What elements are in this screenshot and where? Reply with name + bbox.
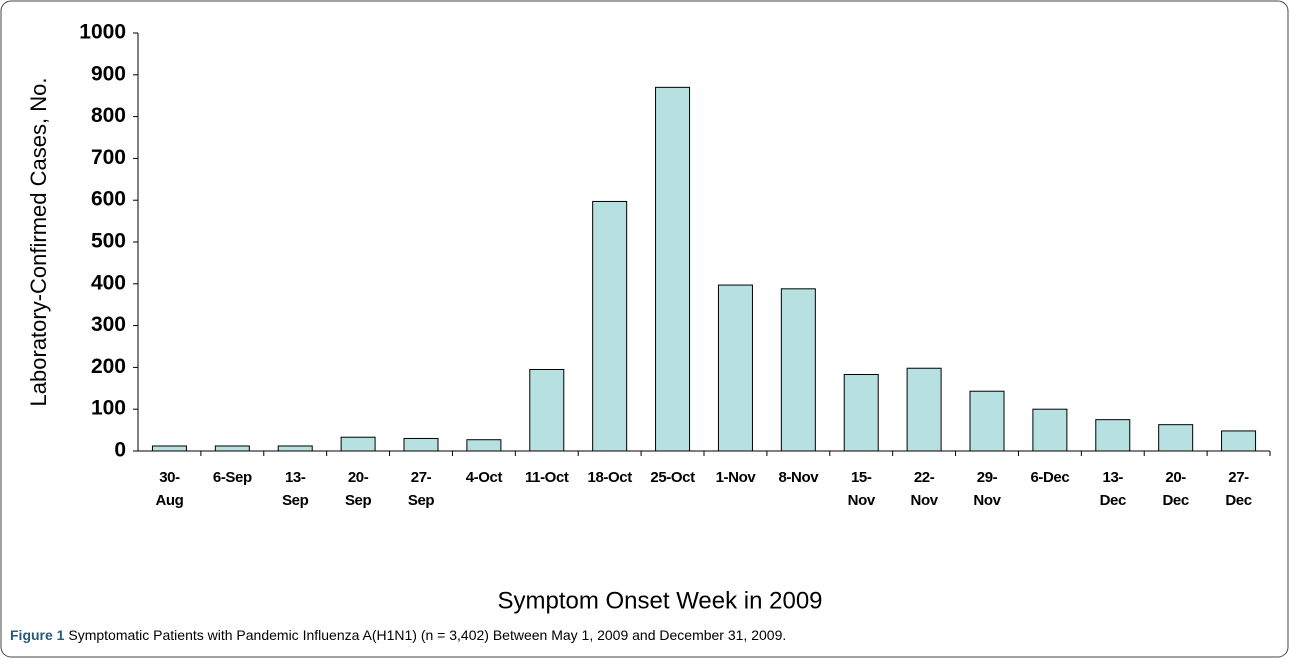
y-tick-label: 1000 bbox=[79, 21, 126, 44]
x-tick-label: 25-Oct bbox=[650, 469, 695, 486]
bar bbox=[1032, 408, 1068, 452]
bar bbox=[1095, 419, 1131, 452]
x-axis-title: Symptom Onset Week in 2009 bbox=[497, 587, 822, 614]
x-tick-label: 30-Aug bbox=[155, 469, 184, 509]
x-tick-label: 6-Dec bbox=[1030, 469, 1070, 486]
x-tick-label: 6-Sep bbox=[212, 469, 252, 486]
y-tick-label: 800 bbox=[91, 104, 126, 127]
y-tick-label: 600 bbox=[91, 188, 126, 211]
y-tick-label: 900 bbox=[91, 62, 126, 85]
y-tick-label: 200 bbox=[91, 355, 126, 378]
bar bbox=[529, 368, 565, 452]
x-tick-label: 13-Sep bbox=[282, 469, 309, 509]
caption-label: Figure 1 bbox=[10, 627, 65, 643]
x-tick-label: 27-Sep bbox=[407, 469, 435, 509]
bar bbox=[969, 390, 1005, 452]
bar bbox=[843, 374, 879, 452]
bar bbox=[340, 436, 376, 452]
bar bbox=[906, 367, 942, 452]
caption: Figure 1 Symptomatic Patients with Pande… bbox=[10, 627, 786, 643]
x-tick-label: 20-Dec bbox=[1162, 469, 1189, 509]
bar bbox=[277, 445, 313, 452]
x-tick-label: 27-Dec bbox=[1225, 469, 1252, 509]
x-tick-label: 13-Dec bbox=[1099, 469, 1127, 509]
bar bbox=[1221, 430, 1257, 452]
caption-text: Symptomatic Patients with Pandemic Influ… bbox=[68, 627, 787, 643]
x-tick-label: 18-Oct bbox=[587, 469, 633, 486]
x-tick-label: 11-Oct bbox=[525, 469, 569, 486]
bar bbox=[717, 284, 753, 452]
x-tick-label: 4-Oct bbox=[465, 469, 503, 486]
y-axis-title: Laboratory-Confirmed Cases, No. bbox=[26, 78, 51, 407]
bar bbox=[214, 445, 250, 452]
x-tick-label: 8-Nov bbox=[778, 469, 819, 486]
y-tick-label: 100 bbox=[91, 397, 126, 420]
y-tick-label: 500 bbox=[91, 230, 126, 253]
x-tick-label: 22-Nov bbox=[910, 469, 939, 509]
y-tick-label: 0 bbox=[114, 439, 126, 462]
bar bbox=[466, 439, 502, 452]
bar bbox=[151, 445, 187, 452]
x-tick-label: 20-Sep bbox=[344, 469, 372, 509]
bar bbox=[1158, 424, 1194, 452]
bar bbox=[655, 86, 691, 452]
bar bbox=[592, 200, 628, 452]
y-tick-label: 700 bbox=[91, 146, 126, 169]
x-tick-label: 15-Nov bbox=[847, 469, 876, 509]
bar bbox=[780, 288, 816, 452]
y-tick-label: 400 bbox=[91, 271, 126, 294]
bar bbox=[403, 437, 439, 452]
x-tick-label: 1-Nov bbox=[715, 469, 756, 486]
x-tick-label: 29-Nov bbox=[973, 469, 1001, 509]
y-tick-label: 300 bbox=[91, 313, 126, 336]
